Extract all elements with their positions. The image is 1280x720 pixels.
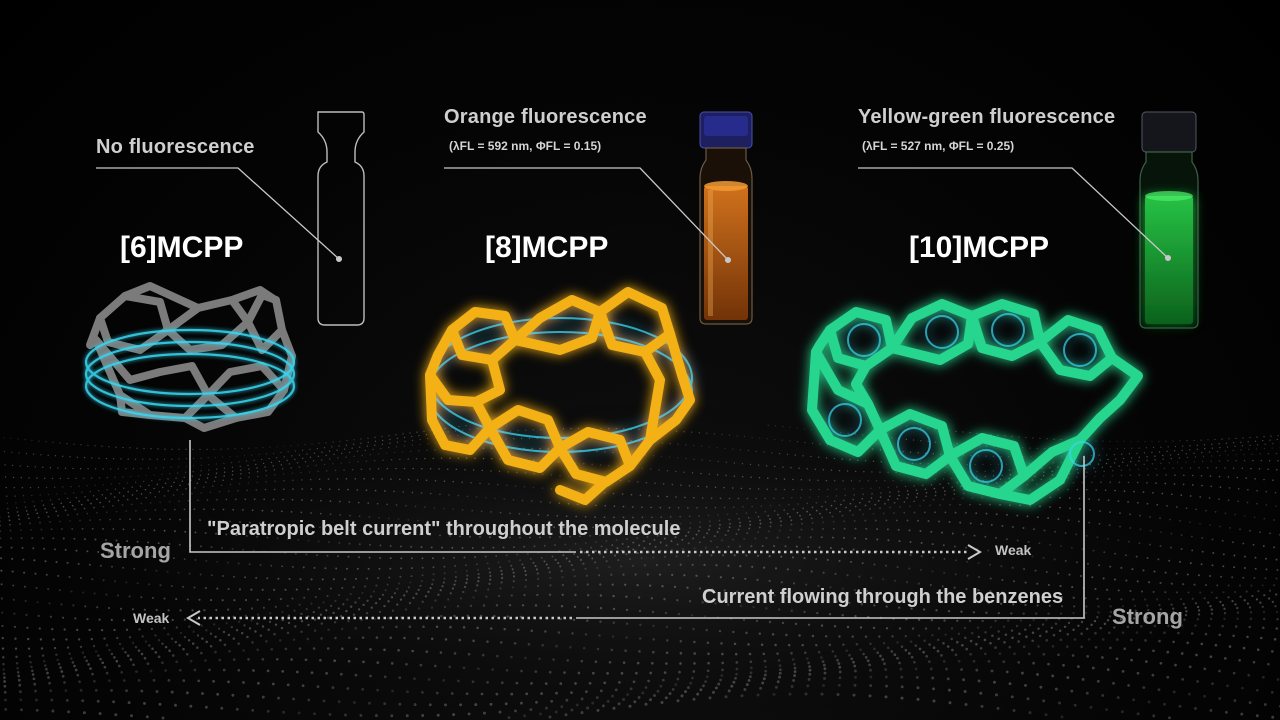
- molecule-ring-icon: [84, 282, 296, 432]
- dotted-floor: [0, 424, 1280, 720]
- belt-current-strong-label: Strong: [100, 538, 171, 563]
- molecule-name-8mcpp: [8]MCPP: [485, 231, 609, 264]
- vial-icon: [699, 111, 753, 325]
- benzene-current-weak-label: Weak: [133, 610, 170, 626]
- orange-fluorescence-label: Orange fluorescence: [444, 106, 647, 128]
- yellow-green-fluorescence-label: Yellow-green fluorescence: [858, 106, 1116, 128]
- belt-current-arrow: [189, 440, 982, 560]
- vial-icon: [317, 111, 365, 326]
- yellow-green-fluorescence-values: (λFL = 527 nm, ΦFL = 0.25): [862, 139, 1015, 153]
- benzene-current-arrow: [186, 456, 1085, 626]
- no-fluorescence-label: No fluorescence: [96, 136, 255, 158]
- benzene-current-strong-label: Strong: [1112, 604, 1183, 629]
- belt-current-weak-label: Weak: [995, 542, 1032, 558]
- belt-current-caption: "Paratropic belt current" throughout the…: [207, 518, 681, 540]
- molecule-ring-icon: [425, 287, 695, 505]
- vial-icon: [1139, 111, 1199, 329]
- molecule-ring-icon: [807, 299, 1143, 505]
- annotation-leaders: [96, 167, 1172, 264]
- benzene-current-caption: Current flowing through the benzenes: [702, 586, 1064, 608]
- molecule-name-6mcpp: [6]MCPP: [120, 231, 244, 264]
- molecule-name-10mcpp: [10]MCPP: [909, 231, 1050, 264]
- orange-fluorescence-values: (λFL = 592 nm, ΦFL = 0.15): [449, 139, 602, 153]
